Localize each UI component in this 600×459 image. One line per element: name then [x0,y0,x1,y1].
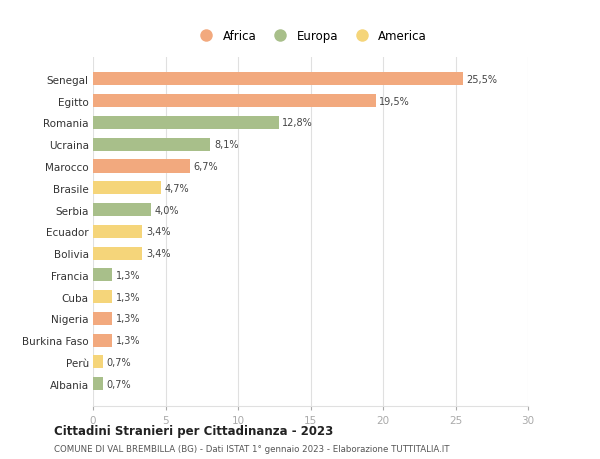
Bar [93,334,112,347]
Text: COMUNE DI VAL BREMBILLA (BG) - Dati ISTAT 1° gennaio 2023 - Elaborazione TUTTITA: COMUNE DI VAL BREMBILLA (BG) - Dati ISTA… [54,444,449,453]
Bar [93,247,142,260]
Bar [93,269,112,282]
Text: 12,8%: 12,8% [282,118,313,128]
Text: 4,0%: 4,0% [155,205,179,215]
Bar [93,312,112,325]
Bar [93,225,142,238]
Bar [93,95,376,108]
Text: 25,5%: 25,5% [466,75,497,85]
Text: 1,3%: 1,3% [115,313,140,324]
Text: 0,7%: 0,7% [107,379,131,389]
Text: 3,4%: 3,4% [146,227,170,237]
Text: 6,7%: 6,7% [194,162,218,172]
Text: 1,3%: 1,3% [115,336,140,345]
Bar [93,73,463,86]
Text: 4,7%: 4,7% [165,183,190,193]
Bar [93,182,161,195]
Bar [93,377,103,390]
Legend: Africa, Europa, America: Africa, Europa, America [190,25,431,47]
Bar [93,203,151,217]
Bar [93,160,190,173]
Bar [93,291,112,303]
Text: Cittadini Stranieri per Cittadinanza - 2023: Cittadini Stranieri per Cittadinanza - 2… [54,424,333,437]
Text: 19,5%: 19,5% [379,96,410,106]
Bar [93,139,211,151]
Bar [93,356,103,369]
Bar [93,117,278,130]
Text: 8,1%: 8,1% [214,140,239,150]
Text: 1,3%: 1,3% [115,292,140,302]
Text: 3,4%: 3,4% [146,248,170,258]
Text: 0,7%: 0,7% [107,357,131,367]
Text: 1,3%: 1,3% [115,270,140,280]
